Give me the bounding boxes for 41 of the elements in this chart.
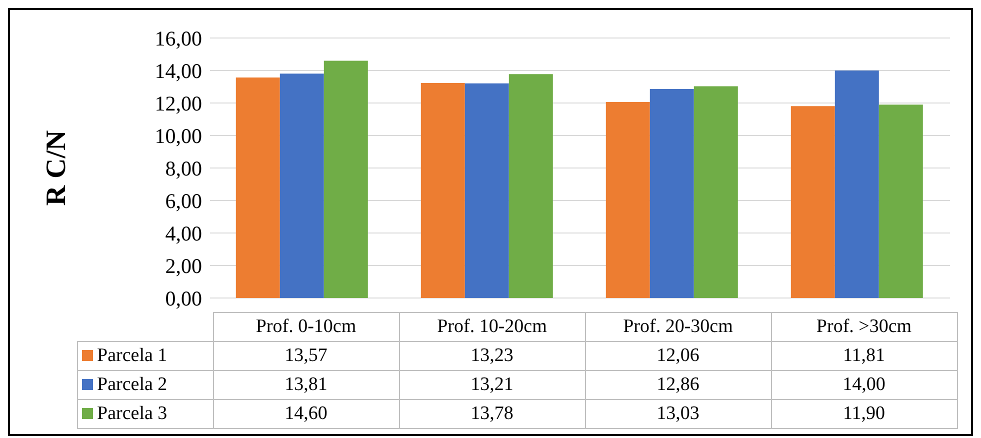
legend-label: Parcela 1	[78, 342, 213, 370]
bar	[236, 77, 280, 298]
x-tick-label: Prof. 20-30cm	[585, 312, 771, 342]
x-tick-label: Prof. >30cm	[771, 312, 957, 342]
bar	[324, 60, 368, 298]
data-label: 13,03	[585, 400, 771, 428]
x-tick-label: Prof. 0-10cm	[213, 312, 399, 342]
data-label: 13,21	[399, 370, 585, 400]
y-tick-label: 4,00	[165, 221, 202, 246]
y-axis-title: R C/N	[40, 130, 72, 206]
bar	[650, 89, 694, 298]
y-tick-label: 2,00	[165, 254, 202, 278]
y-tick-label: 14,00	[154, 58, 202, 83]
data-label: 14,60	[213, 400, 399, 428]
legend-label: Parcela 2	[78, 370, 213, 400]
bar	[280, 74, 324, 298]
data-label: 14,00	[771, 370, 957, 400]
y-tick-label: 12,00	[154, 91, 202, 116]
bar	[694, 86, 738, 298]
data-label: 13,23	[399, 342, 585, 370]
bar	[878, 104, 923, 298]
bar	[464, 83, 509, 298]
bar	[420, 83, 465, 298]
data-label: 13,57	[213, 342, 399, 370]
y-tick-label: 10,00	[154, 124, 202, 148]
data-label: 11,90	[771, 400, 957, 428]
y-tick-label: 16,00	[154, 26, 202, 50]
data-label: 11,81	[771, 342, 957, 370]
bar	[606, 102, 650, 298]
y-tick-label: 6,00	[165, 188, 202, 213]
bar	[508, 74, 553, 298]
bar	[834, 70, 879, 298]
data-label: 13,81	[213, 370, 399, 400]
x-tick-label: Prof. 10-20cm	[399, 312, 585, 342]
bar	[790, 106, 835, 298]
data-label: 13,78	[399, 400, 585, 428]
data-label: 12,06	[585, 342, 771, 370]
legend-label: Parcela 3	[78, 400, 213, 428]
y-tick-label: 0,00	[165, 286, 202, 310]
y-tick-label: 8,00	[165, 156, 202, 180]
data-label: 12,86	[585, 370, 771, 400]
